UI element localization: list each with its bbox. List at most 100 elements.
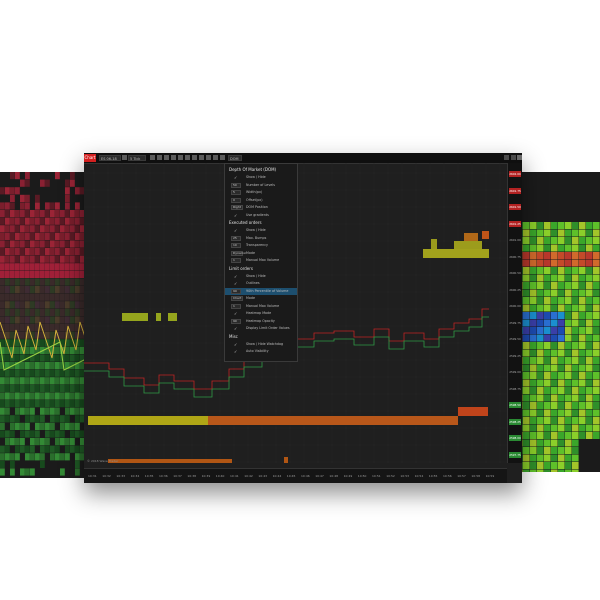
menu-row[interactable]: ✓ Auto Visibility [225,348,297,355]
menu-row[interactable]: Right DOM Position [225,204,297,211]
heatmap-cell [572,365,579,372]
menu-row[interactable]: ✓ Show / Hide [225,174,297,181]
value-input[interactable]: 1 [231,258,241,263]
dom-settings-menu[interactable]: Depth Of Market (DOM) ✓ Show / Hide 50 Numbe… [224,163,298,362]
menu-row[interactable]: ✓ Show / Hide Watchdog [225,341,297,348]
heatmap-cell [572,447,579,454]
indicators-icon[interactable] [199,155,204,160]
heatmap-cell [30,400,35,407]
executed-order-block [168,313,177,321]
value-input[interactable]: 10 [231,243,241,248]
heatmap-cell [0,240,5,247]
checkbox[interactable]: ✓ [234,349,239,354]
chart-type-icon[interactable] [150,155,155,160]
heatmap-cell [20,438,25,445]
menu-row[interactable]: ✓ Outlines [225,280,297,287]
text-tool-icon[interactable] [192,155,197,160]
heatmap-cell [75,202,80,209]
checkbox[interactable]: ✓ [234,342,239,347]
checkbox[interactable]: ✓ [234,175,239,180]
heatmap-cell [544,342,551,349]
checkbox[interactable]: ✓ [234,274,239,279]
time-axis-label: 10:55 [429,474,438,478]
heatmap-cell [55,271,60,278]
menu-row[interactable]: ✓ Use gradients [225,212,297,219]
heatmap-cell [537,372,544,379]
menu-row[interactable]: ✓ Display Limit Order Values [225,325,297,332]
menu-row[interactable]: 90 Heatmap Opacity [225,318,297,325]
heatmap-cell [25,408,30,415]
heatmap-cell [40,248,45,255]
brand-badge[interactable]: Chart [84,154,96,162]
templates-icon[interactable] [220,155,225,160]
executed-order-block [431,239,437,249]
menu-row[interactable]: ✓ Show / Hide [225,273,297,280]
heatmap-cell [55,202,60,209]
checkbox[interactable]: ✓ [234,213,239,218]
heatmap-cell [544,230,551,237]
heatmap-cell [565,447,572,454]
heatmap-cell [45,408,50,415]
value-input[interactable]: 50 [231,183,241,188]
heatmap-cell [0,218,5,225]
crosshair-icon[interactable] [157,155,162,160]
heatmap-cell [15,370,20,377]
heatmap-cell [75,446,80,453]
menu-row[interactable]: ✓ Show / Hide [225,227,297,234]
value-input[interactable]: 25 [231,236,241,241]
minimize-icon[interactable] [504,155,509,160]
heatmap-cell [40,362,45,369]
close-icon[interactable] [517,155,522,160]
heatmap-cell [551,267,558,274]
checkbox[interactable]: ✓ [234,311,239,316]
strategy-icon[interactable] [206,155,211,160]
chart-window[interactable]: Chart ES 06-18 5 Tick DOM [84,153,522,483]
heatmap-cell [30,286,35,293]
instrument-selector[interactable]: ES 06-18 [99,155,121,161]
checkbox[interactable]: ✓ [234,228,239,233]
value-input[interactable]: Chart [231,296,243,301]
heatmap-cell [30,408,35,415]
menu-row[interactable]: 10 Transparency [225,242,297,249]
draw-shape-icon[interactable] [185,155,190,160]
menu-row[interactable]: 1 Manual Max Volume [225,257,297,264]
value-input[interactable]: Dynamic [231,251,243,256]
settings-icon[interactable] [122,155,127,160]
menu-row[interactable]: Chart Mode [225,295,297,302]
price-chart[interactable] [84,163,522,463]
value-input[interactable]: 99 [231,289,241,294]
zoom-in-icon[interactable] [164,155,169,160]
heatmap-cell [544,245,551,252]
menu-row[interactable]: 5 Width(px) [225,189,297,196]
value-input[interactable]: 0 [231,198,241,203]
checkbox[interactable]: ✓ [234,281,239,286]
heatmap-cell [537,410,544,417]
menu-row[interactable]: 0 Offset(px) [225,197,297,204]
heatmap-cell [0,256,5,263]
heatmap-cell [572,320,579,327]
time-axis-label: 10:45 [287,474,296,478]
value-input[interactable]: 1 [231,304,241,309]
draw-line-icon[interactable] [178,155,183,160]
menu-row-label: Mode [246,296,255,300]
maximize-icon[interactable] [511,155,516,160]
heatmap-cell [25,294,30,301]
menu-row[interactable]: 1 Manual Max Volume [225,303,297,310]
menu-row[interactable]: ✓ Heatmap Mode [225,310,297,317]
value-input[interactable]: 5 [231,190,241,195]
value-input[interactable]: 90 [231,319,241,324]
menu-row[interactable]: 25 Max. Bumps [225,235,297,242]
checkbox[interactable]: ✓ [234,326,239,331]
dom-menu-button[interactable]: DOM [228,155,242,161]
menu-row[interactable]: Dynamic Mode [225,250,297,257]
zoom-out-icon[interactable] [171,155,176,160]
heatmap-cell [530,470,537,473]
timeframe-selector[interactable]: 5 Tick [128,155,146,161]
menu-row[interactable]: 50 Number of Levels [225,182,297,189]
heatmap-cell [15,286,20,293]
heatmap-cell [0,301,5,308]
properties-icon[interactable] [213,155,218,160]
menu-row[interactable]: 99 90th Percentile of Volume [225,288,297,295]
value-input[interactable]: Right [231,205,243,210]
heatmap-cell [50,332,55,339]
